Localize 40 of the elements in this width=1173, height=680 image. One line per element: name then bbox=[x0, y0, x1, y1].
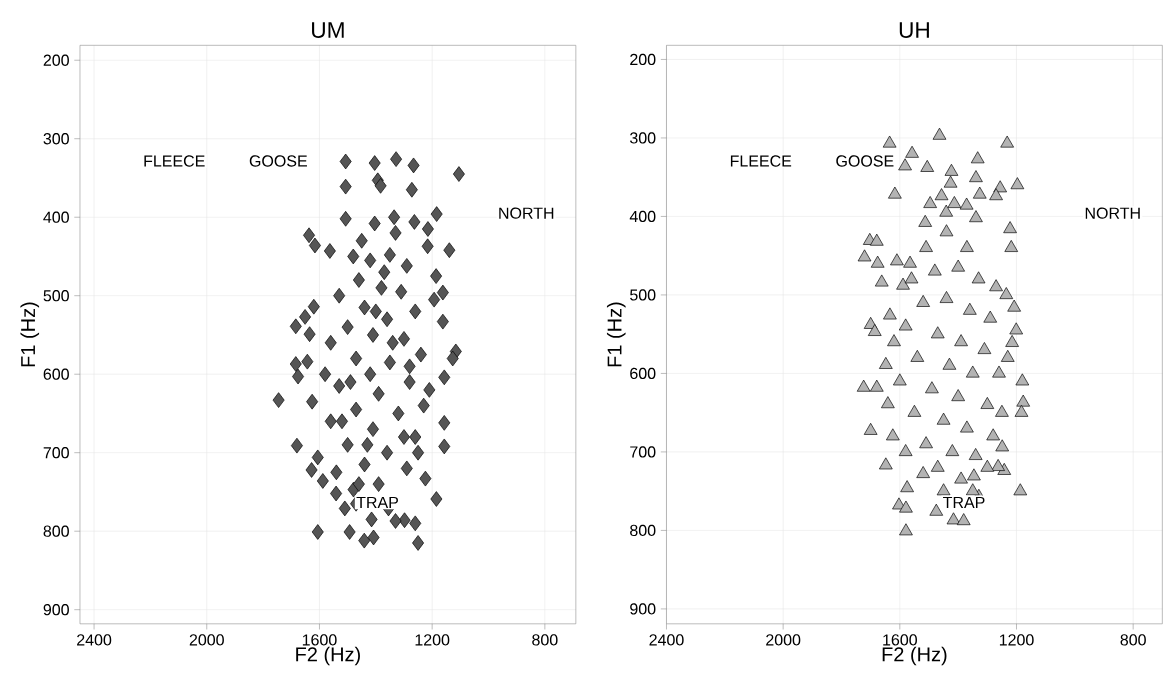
x-tick-label: 2400 bbox=[77, 634, 112, 646]
x-tick-label: 2400 bbox=[649, 634, 684, 646]
annotation: TRAP bbox=[943, 496, 985, 508]
x-axis-title: F2 (Hz) bbox=[296, 646, 360, 666]
annotation: GOOSE bbox=[836, 155, 894, 167]
y-tick-label: 800 bbox=[43, 525, 69, 537]
annotation: NORTH bbox=[1085, 207, 1140, 219]
y-tick-label: 300 bbox=[630, 132, 656, 144]
y-tick-label: 900 bbox=[630, 603, 656, 615]
y-tick-label: 600 bbox=[630, 367, 656, 380]
x-axis-title: F2 (Hz) bbox=[882, 646, 947, 666]
y-tick-label: 600 bbox=[43, 368, 69, 380]
y-tick-label: 300 bbox=[43, 133, 69, 145]
y-tick-label: 700 bbox=[630, 446, 656, 458]
annotation: FLEECE bbox=[144, 155, 205, 167]
y-tick-label: 700 bbox=[43, 447, 69, 459]
x-tick-label: 2000 bbox=[189, 634, 224, 646]
annotation: TRAP bbox=[356, 496, 398, 508]
annotation: NORTH bbox=[499, 207, 554, 219]
y-tick-label: 400 bbox=[629, 210, 656, 223]
y-tick-label: 800 bbox=[630, 524, 656, 537]
x-tick-label: 800 bbox=[532, 634, 558, 646]
x-tick-label: 1600 bbox=[883, 634, 917, 646]
annotation: GOOSE bbox=[249, 155, 307, 167]
y-tick-label: 400 bbox=[43, 211, 69, 223]
y-tick-label: 900 bbox=[43, 604, 69, 616]
y-tick-label: 500 bbox=[43, 290, 69, 302]
y-axis-title: F1 (Hz) bbox=[20, 302, 40, 367]
y-tick-label: 200 bbox=[630, 53, 656, 66]
x-tick-label: 1200 bbox=[415, 634, 450, 646]
chart-title: UM bbox=[312, 22, 344, 39]
chart-title: UH bbox=[899, 22, 929, 39]
x-tick-label: 1600 bbox=[302, 634, 337, 646]
y-tick-label: 500 bbox=[630, 289, 656, 301]
y-axis-title: F1 (Hz) bbox=[606, 302, 626, 367]
x-tick-label: 2000 bbox=[766, 634, 801, 646]
y-tick-label: 200 bbox=[43, 54, 69, 66]
annotation: FLEECE bbox=[730, 155, 792, 167]
x-tick-label: 800 bbox=[1120, 634, 1146, 646]
x-tick-label: 1200 bbox=[999, 634, 1034, 646]
